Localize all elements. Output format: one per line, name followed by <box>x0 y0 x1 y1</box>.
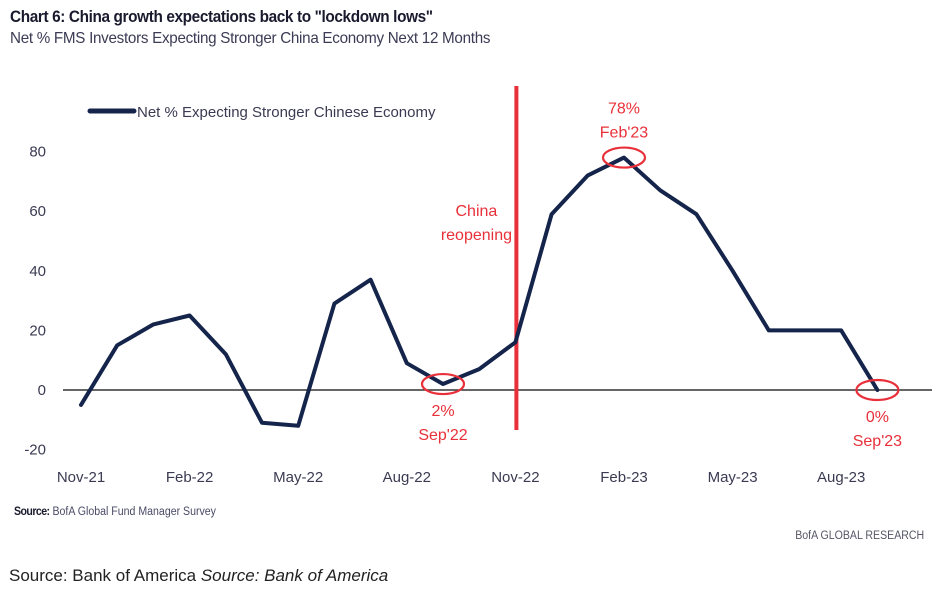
y-tick-label: 20 <box>29 322 46 339</box>
source-label: Source: <box>14 506 50 518</box>
x-tick-label: May-22 <box>273 469 323 486</box>
x-axis: Nov-21 Feb-22 May-22 Aug-22 Nov-22 Feb-23 May-… <box>57 469 866 486</box>
x-tick-label: Aug-23 <box>817 469 865 486</box>
highlight-circle <box>420 372 466 396</box>
y-tick-label: 40 <box>29 263 46 280</box>
y-tick-label: -20 <box>24 442 46 459</box>
highlight-circle <box>855 378 900 402</box>
highlight-label: Sep'22 <box>418 427 467 444</box>
highlight-label: Sep'23 <box>853 433 902 450</box>
series-net-expecting-stronger <box>79 155 880 428</box>
x-tick-label: Nov-21 <box>57 469 105 486</box>
caption-plain: Source: Bank of America <box>9 566 197 585</box>
china-reopening-label: reopening <box>441 227 512 244</box>
highlight-circle <box>601 146 647 169</box>
y-tick-label: 60 <box>29 203 46 220</box>
x-tick-label: Feb-23 <box>600 469 648 486</box>
chart-subtitle: Net % FMS Investors Expecting Stronger C… <box>10 30 491 47</box>
legend-label: Net % Expecting Stronger Chinese Economy <box>137 104 436 121</box>
image-caption: Source: Bank of America Source: Bank of … <box>9 566 388 586</box>
annotations: 2% Sep'22 78% Feb'23 0% Sep'23 <box>418 101 902 450</box>
x-tick-label: Aug-22 <box>383 469 431 486</box>
y-axis: 80 60 40 20 0 -20 <box>24 144 46 459</box>
china-reopening-annotation: China reopening <box>441 86 519 430</box>
chart-source: Source: BofA Global Fund Manager Survey <box>14 506 216 518</box>
series-line <box>79 155 880 428</box>
x-tick-label: Nov-22 <box>491 469 539 486</box>
y-tick-label: 80 <box>29 144 46 161</box>
x-tick-label: May-23 <box>708 469 758 486</box>
y-tick-label: 0 <box>38 382 46 399</box>
chart-title: Chart 6: China growth expectations back … <box>10 8 433 26</box>
highlight-label: Feb'23 <box>600 125 649 142</box>
x-tick-label: Feb-22 <box>166 469 214 486</box>
brand-label: BofA GLOBAL RESEARCH <box>795 530 924 542</box>
highlight-label: 2% <box>431 403 454 420</box>
china-reopening-label: China <box>455 203 497 220</box>
caption-italic: Source: Bank of America <box>200 566 389 585</box>
highlight-label: 0% <box>866 409 889 426</box>
source-text: BofA Global Fund Manager Survey <box>52 506 216 518</box>
highlight-label: 78% <box>608 101 640 118</box>
line-chart: Net % Expecting Stronger Chinese Economy… <box>24 86 932 486</box>
legend: Net % Expecting Stronger Chinese Economy <box>87 104 436 121</box>
